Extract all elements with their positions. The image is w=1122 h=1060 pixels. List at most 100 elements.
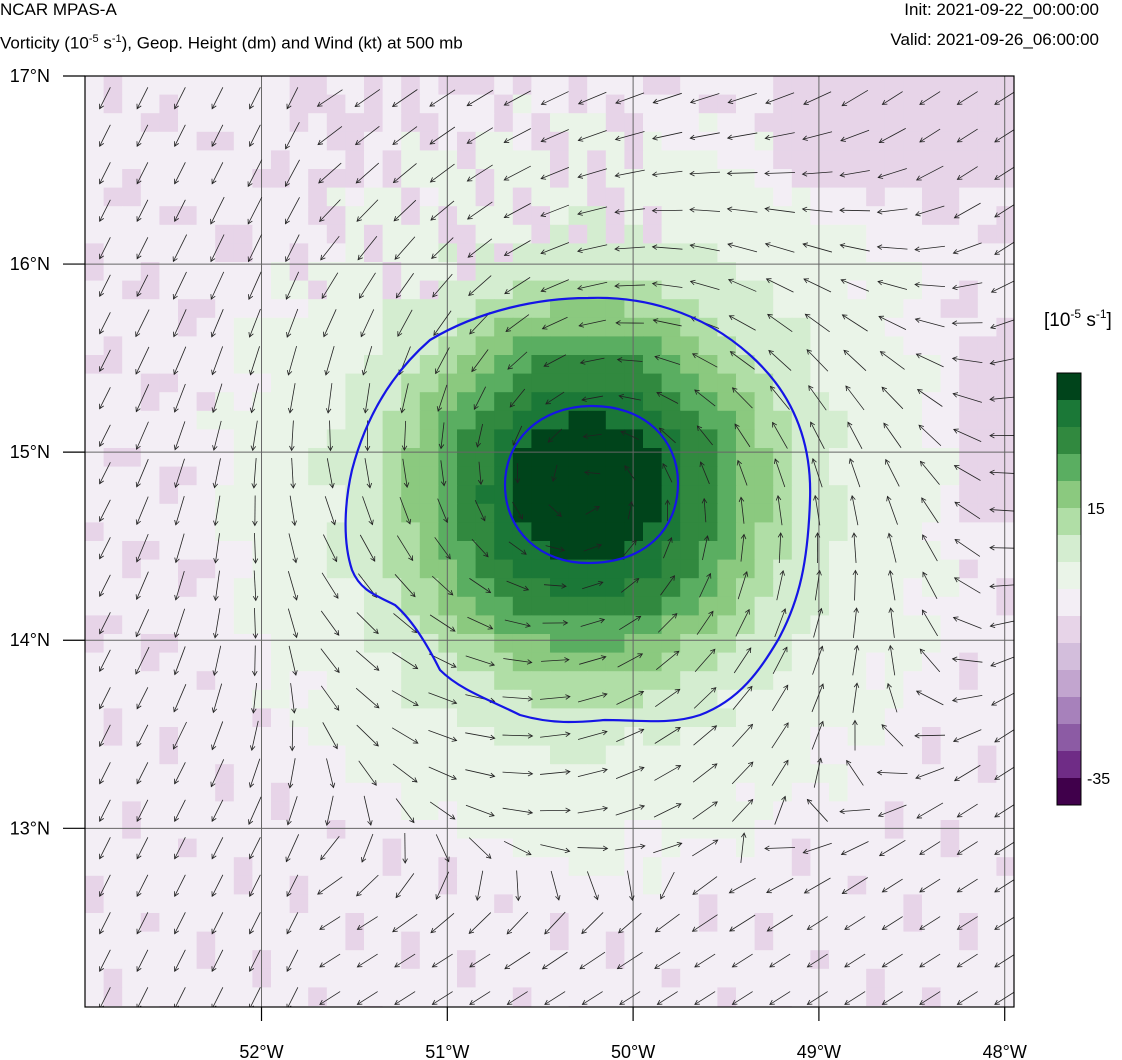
vorticity-cell [680, 559, 700, 579]
wind-arrow [808, 385, 827, 411]
vorticity-cell [773, 913, 793, 933]
vorticity-cell [773, 280, 793, 300]
vorticity-cell [345, 169, 365, 189]
wind-arrow [582, 433, 602, 439]
vorticity-cell [903, 745, 923, 765]
vorticity-cell [959, 485, 979, 505]
vorticity-cell [531, 466, 551, 486]
wind-arrow [811, 457, 823, 488]
wind-arrow [174, 799, 186, 822]
vorticity-cell [624, 801, 644, 821]
vorticity-cell [85, 150, 105, 170]
wind-arrow [99, 649, 111, 672]
vorticity-cell [736, 782, 756, 802]
wind-arrow [919, 916, 941, 930]
vorticity-cell [494, 76, 514, 96]
vorticity-cell [364, 485, 384, 505]
vorticity-cell [847, 485, 867, 505]
vorticity-cell [438, 875, 458, 895]
vorticity-cell [680, 131, 700, 151]
vorticity-cell [326, 392, 346, 412]
vorticity-cell [717, 317, 737, 337]
vorticity-cell [698, 689, 718, 709]
vorticity-cell [103, 578, 123, 598]
vorticity-cell [457, 1006, 477, 1007]
vorticity-cell [940, 782, 960, 802]
vorticity-cell [364, 857, 384, 877]
wind-arrow [541, 657, 570, 663]
vorticity-cell [624, 745, 644, 765]
vorticity-cell [85, 801, 105, 821]
wind-arrow [694, 953, 716, 968]
wind-arrow [503, 840, 532, 856]
wind-arrow [914, 732, 946, 739]
vorticity-cell [85, 968, 105, 988]
vorticity-cell [271, 466, 291, 486]
vorticity-cell [494, 820, 514, 840]
wind-arrow [430, 913, 455, 934]
vorticity-cell [884, 429, 904, 449]
vorticity-cell [196, 410, 216, 430]
vorticity-cell [977, 764, 997, 784]
vorticity-cell [401, 485, 421, 505]
vorticity-cell [475, 410, 495, 430]
vorticity-cell [85, 596, 105, 616]
vorticity-cell [605, 448, 625, 468]
vorticity-cell [103, 448, 123, 468]
wind-arrow [285, 122, 300, 150]
vorticity-cell [624, 317, 644, 337]
vorticity-cell [698, 987, 718, 1007]
vorticity-cell [140, 448, 160, 468]
vorticity-cell [810, 652, 830, 672]
vorticity-cell [233, 373, 253, 393]
vorticity-cell [940, 448, 960, 468]
wind-arrow [506, 580, 530, 591]
vorticity-cell [568, 131, 588, 151]
wind-arrow [803, 91, 832, 106]
vorticity-cell [643, 615, 663, 635]
wind-arrow [548, 504, 562, 517]
vorticity-cell [475, 522, 495, 542]
vorticity-cell [289, 820, 309, 840]
vorticity-cell [754, 615, 774, 635]
vorticity-cell [959, 782, 979, 802]
vorticity-cell [401, 708, 421, 728]
vorticity-cell [736, 466, 756, 486]
cb-unit-exp: -5 [1070, 307, 1081, 321]
vorticity-cell [550, 336, 570, 356]
vorticity-cell [196, 1006, 216, 1007]
wind-arrow [806, 916, 828, 930]
vorticity-cell [531, 596, 551, 616]
vorticity-cell [791, 280, 811, 300]
vorticity-cell [233, 727, 253, 747]
vorticity-cell [159, 448, 179, 468]
wind-arrow [654, 355, 681, 365]
vorticity-cell [884, 541, 904, 561]
vorticity-cell [308, 410, 328, 430]
wind-arrow [509, 388, 526, 408]
vorticity-cell [196, 596, 216, 616]
vorticity-cell [364, 243, 384, 263]
vorticity-cell [196, 224, 216, 244]
vorticity-cell [103, 150, 123, 170]
vorticity-cell [866, 615, 886, 635]
wind-arrow [99, 612, 111, 635]
vorticity-cell [159, 243, 179, 263]
vorticity-cell [419, 931, 439, 951]
vorticity-cell [903, 801, 923, 821]
wind-arrow [914, 317, 945, 328]
vorticity-cell [624, 671, 644, 691]
vorticity-cell [531, 782, 551, 802]
vorticity-cell [419, 336, 439, 356]
vorticity-cell [996, 169, 1014, 189]
vorticity-cell [401, 113, 421, 133]
vorticity-cell [643, 894, 663, 914]
vorticity-cell [568, 745, 588, 765]
vorticity-cell [959, 355, 979, 375]
vorticity-cell [196, 634, 216, 654]
wind-arrow [696, 610, 714, 635]
vorticity-cell [438, 336, 458, 356]
vorticity-cell [308, 708, 328, 728]
vorticity-cell [438, 782, 458, 802]
wind-arrow [285, 234, 300, 263]
